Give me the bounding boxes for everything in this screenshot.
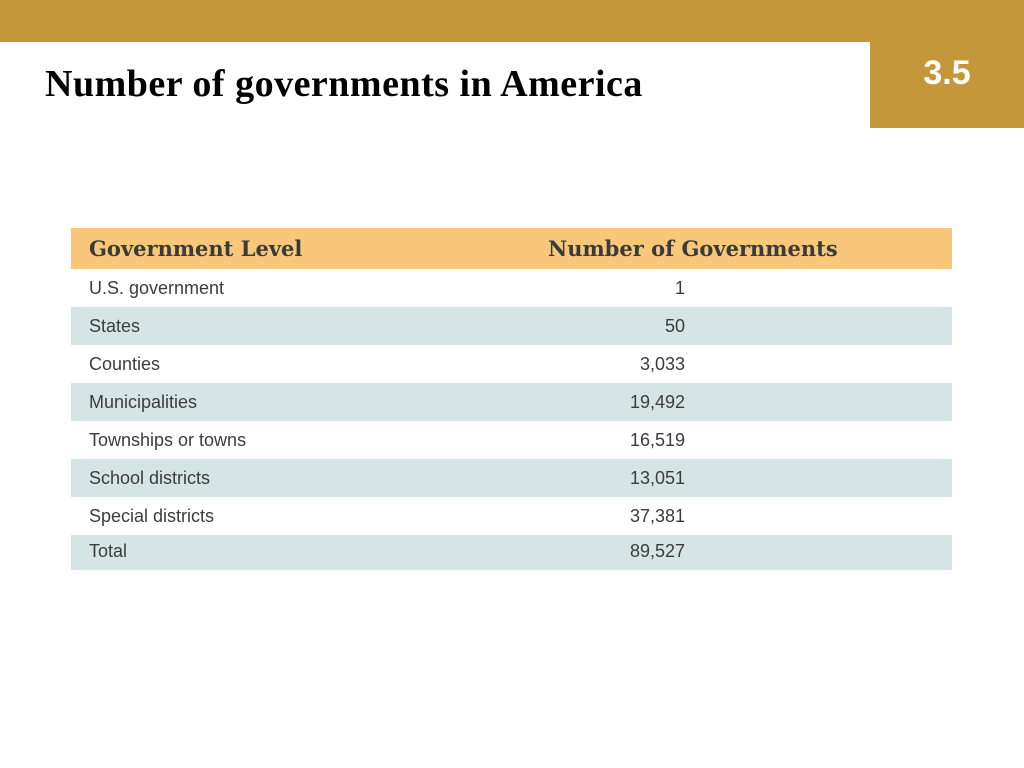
row-level-cell: States: [71, 307, 349, 345]
slide-title: Number of governments in America: [45, 63, 643, 105]
row-count-cell: 16,519: [349, 421, 952, 459]
row-level-cell: U.S. government: [71, 269, 349, 307]
row-count-cell: 3,033: [349, 345, 952, 383]
table-row: States 50: [71, 307, 952, 345]
column-header-government-level: Government Level: [71, 228, 349, 269]
slide-number-box: 3.5: [870, 42, 1024, 128]
row-level-cell: Municipalities: [71, 383, 349, 421]
row-level-cell: Special districts: [71, 497, 349, 535]
top-accent-bar: [0, 0, 1024, 42]
table-row: Townships or towns 16,519: [71, 421, 952, 459]
total-count-cell: 89,527: [349, 535, 952, 570]
column-header-number-of-governments: Number of Governments: [349, 228, 952, 269]
table-total-row: Total 89,527: [71, 535, 952, 570]
row-count-cell: 50: [349, 307, 952, 345]
table-row: Special districts 37,381: [71, 497, 952, 535]
table-row: Counties 3,033: [71, 345, 952, 383]
row-level-cell: Townships or towns: [71, 421, 349, 459]
row-count-cell: 37,381: [349, 497, 952, 535]
table-row: School districts 13,051: [71, 459, 952, 497]
governments-table: Government Level Number of Governments U…: [71, 228, 952, 570]
row-count-cell: 13,051: [349, 459, 952, 497]
slide-number: 3.5: [923, 54, 971, 92]
table-header-row: Government Level Number of Governments: [71, 228, 952, 269]
table-row: Municipalities 19,492: [71, 383, 952, 421]
row-level-cell: School districts: [71, 459, 349, 497]
row-level-cell: Counties: [71, 345, 349, 383]
row-count-cell: 19,492: [349, 383, 952, 421]
table-row: U.S. government 1: [71, 269, 952, 307]
total-label-cell: Total: [71, 535, 349, 570]
row-count-cell: 1: [349, 269, 952, 307]
